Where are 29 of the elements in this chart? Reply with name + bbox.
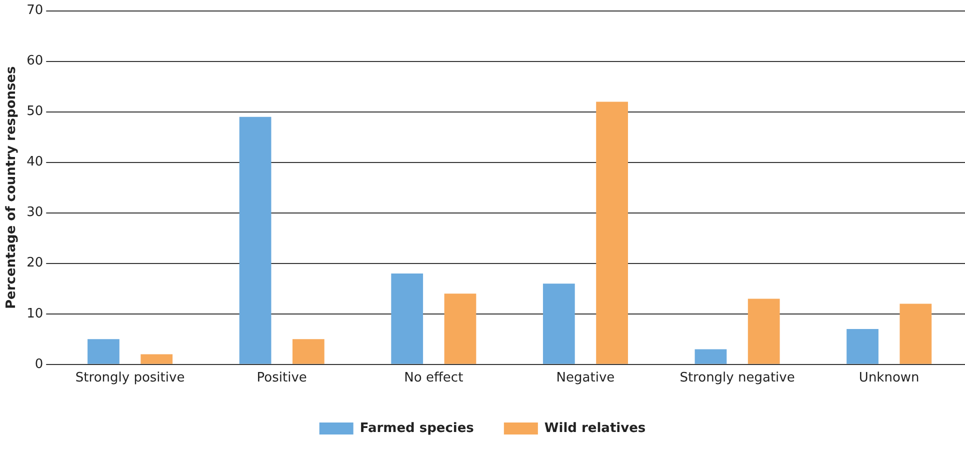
y-tick-label: 40 (26, 154, 44, 170)
x-tick-label: Negative (556, 370, 615, 386)
x-tick-label: Strongly positive (75, 370, 185, 386)
y-tick-label: 50 (26, 104, 44, 120)
bar (292, 339, 324, 364)
y-axis-title: Percentage of country responses (4, 66, 20, 310)
bar (140, 354, 173, 364)
bar (239, 116, 272, 364)
bar (694, 349, 727, 364)
bar (846, 329, 878, 364)
legend-label: Wild relatives (544, 420, 646, 436)
x-tick-label: Positive (256, 370, 307, 386)
bar (542, 284, 575, 364)
bar (596, 102, 628, 364)
bar (900, 304, 932, 364)
y-tick-label: 70 (26, 3, 44, 18)
y-tick-label: 10 (26, 306, 44, 322)
y-tick-label: 0 (34, 356, 44, 372)
y-tick-label: 30 (26, 205, 44, 220)
x-tick-label: Unknown (858, 370, 920, 386)
x-tick-label: Strongly negative (680, 370, 795, 386)
bar (88, 339, 120, 364)
bar (444, 294, 476, 364)
y-tick-label: 20 (26, 256, 44, 271)
bar (748, 298, 780, 364)
bar (391, 273, 424, 364)
legend-label: Farmed species (360, 420, 474, 436)
x-tick-label: No effect (404, 370, 464, 386)
y-tick-label: 60 (26, 54, 44, 69)
